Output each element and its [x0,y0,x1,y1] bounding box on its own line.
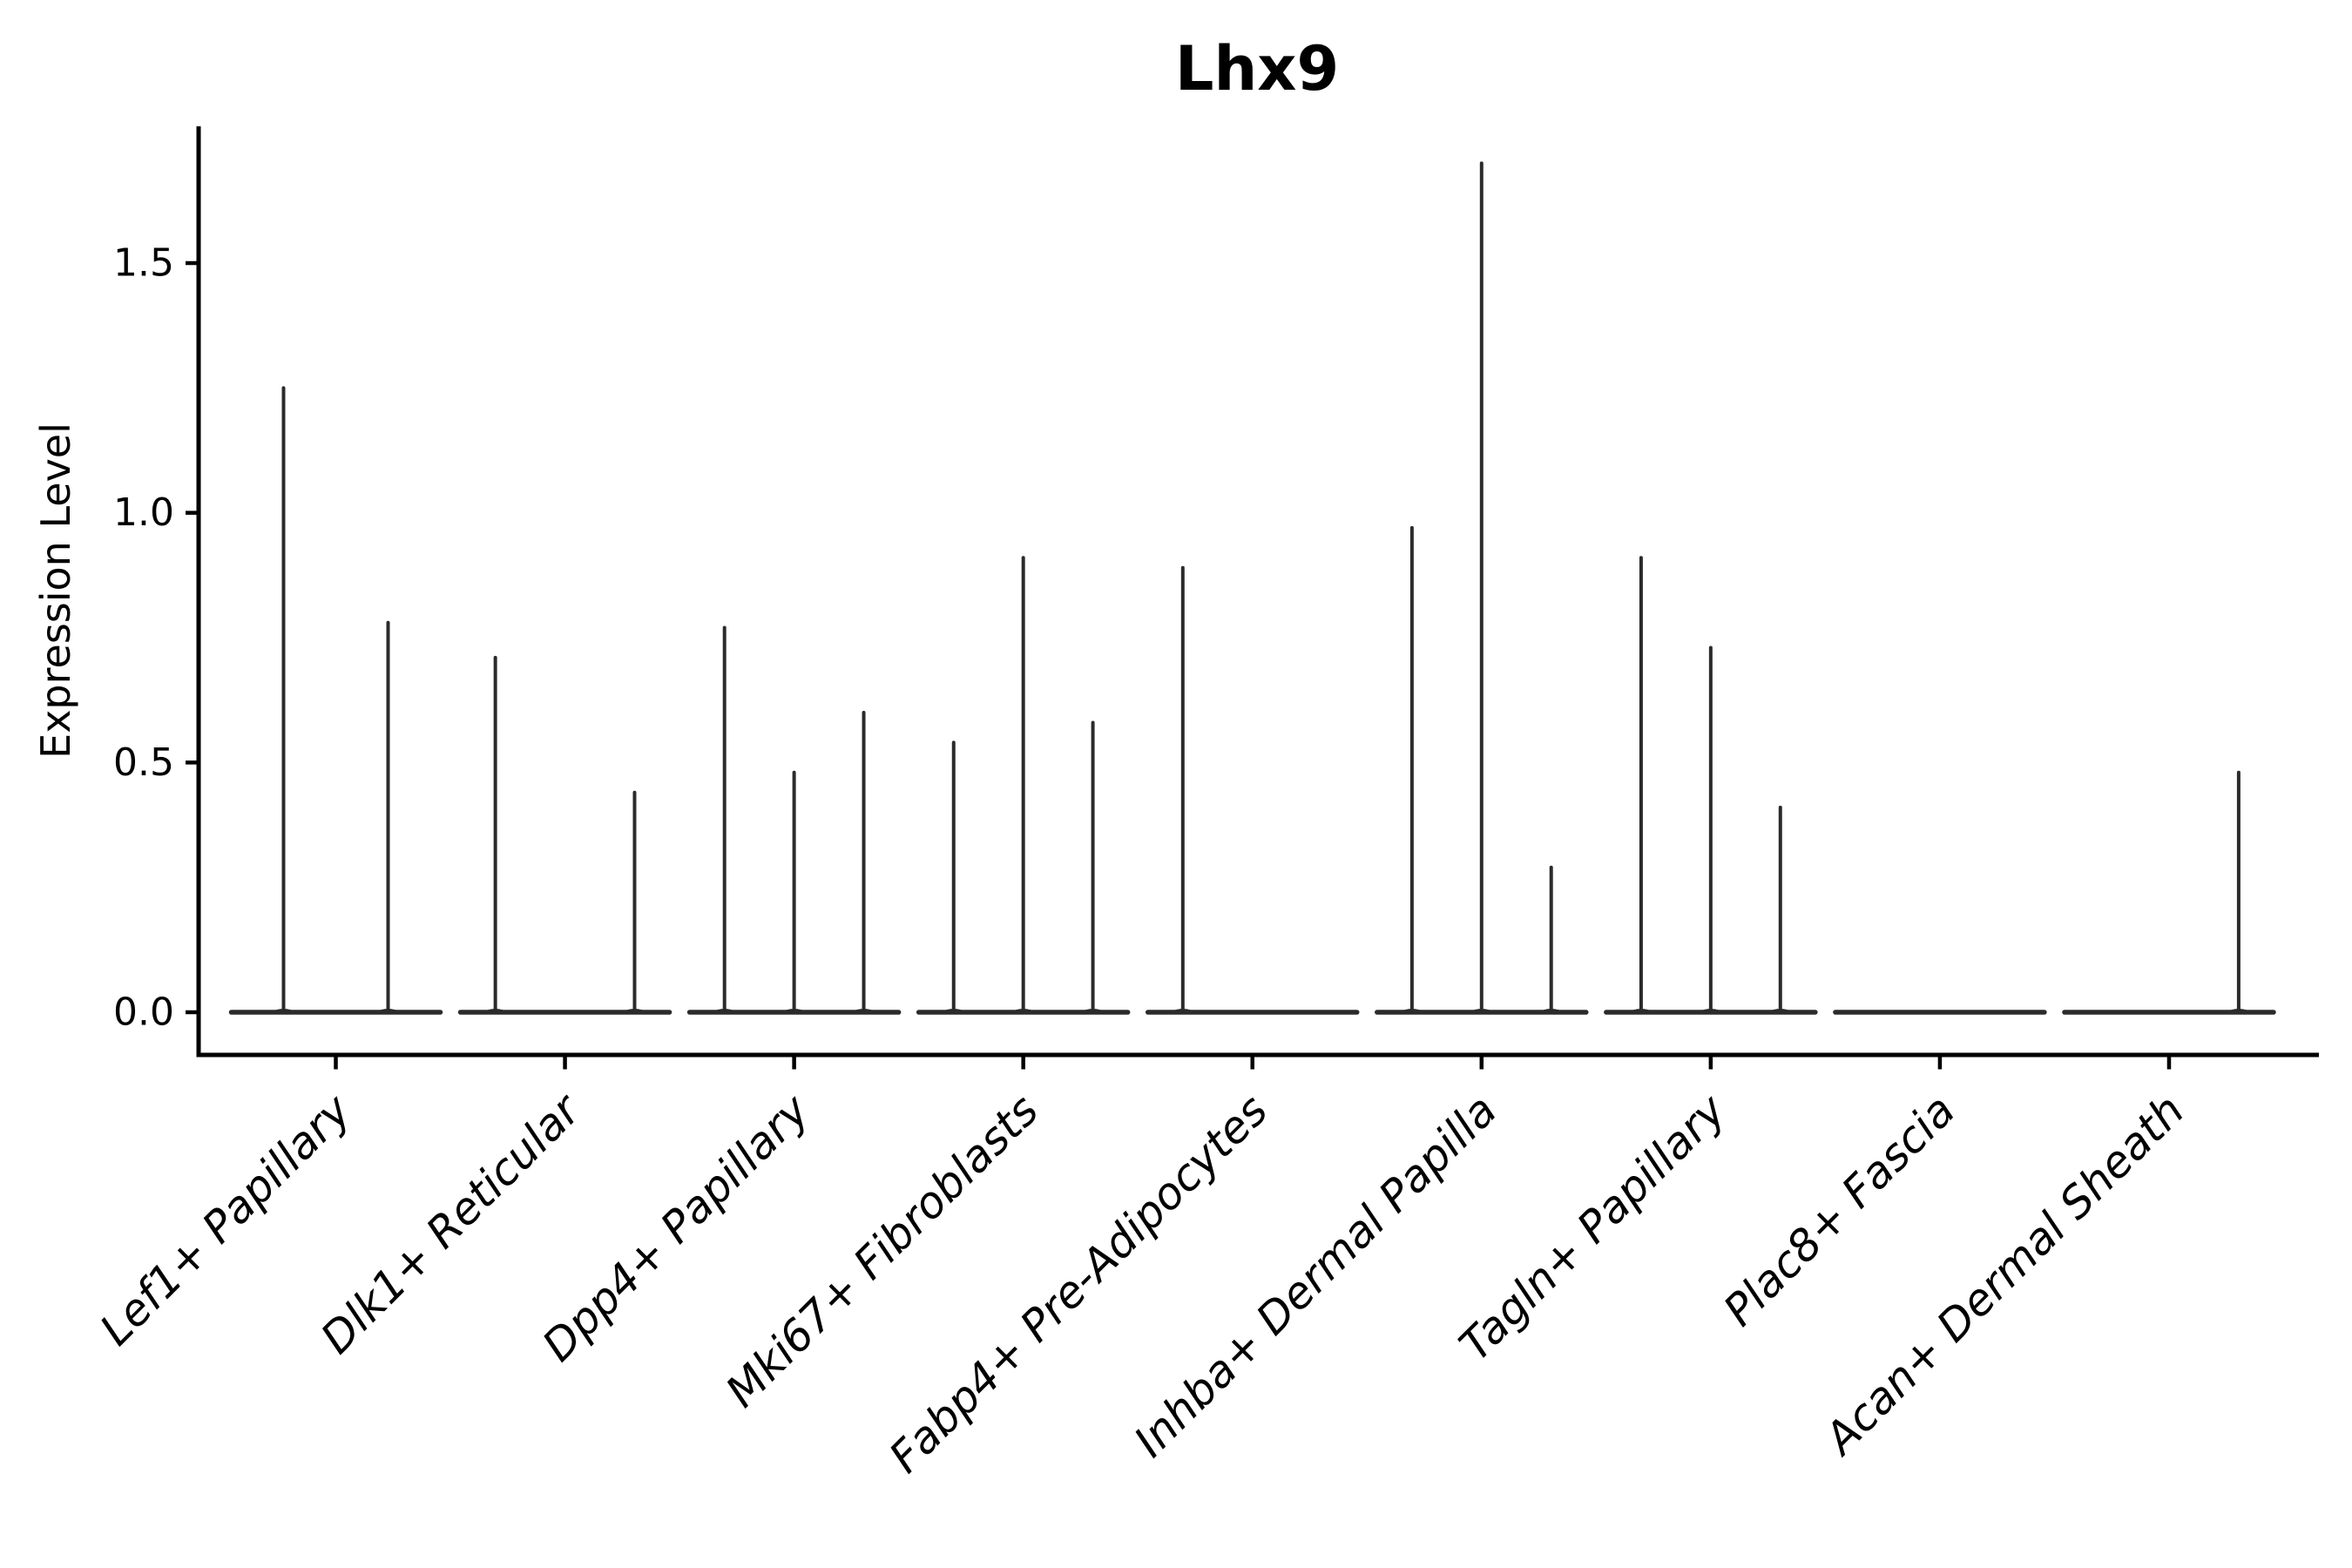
y-tick-label: 0.0 [113,990,174,1035]
chart-title: Lhx9 [1174,33,1340,105]
violin [2062,770,2276,1015]
violin [1145,565,1360,1015]
violin [686,625,902,1015]
y-tick-label: 0.5 [113,740,174,785]
x-tick-label: Lef1+ Papillary [91,1084,362,1355]
violin [457,655,672,1015]
x-tick-label: Fabp4+ Pre-Adipocytes [880,1085,1278,1483]
x-tick-label: Acan+ Dermal Sheath [1814,1085,2194,1465]
x-tick-label: Inhba+ Dermal Papilla [1125,1085,1506,1466]
violin [228,386,443,1015]
violin [1375,161,1589,1015]
y-tick-label: 1.5 [113,241,174,286]
violin [1604,556,1818,1015]
y-tick-label: 1.0 [113,490,174,535]
y-axis-title: Expression Level [32,422,79,759]
violin [916,556,1131,1015]
x-tick-label: Plac8+ Fascia [1713,1085,1964,1335]
